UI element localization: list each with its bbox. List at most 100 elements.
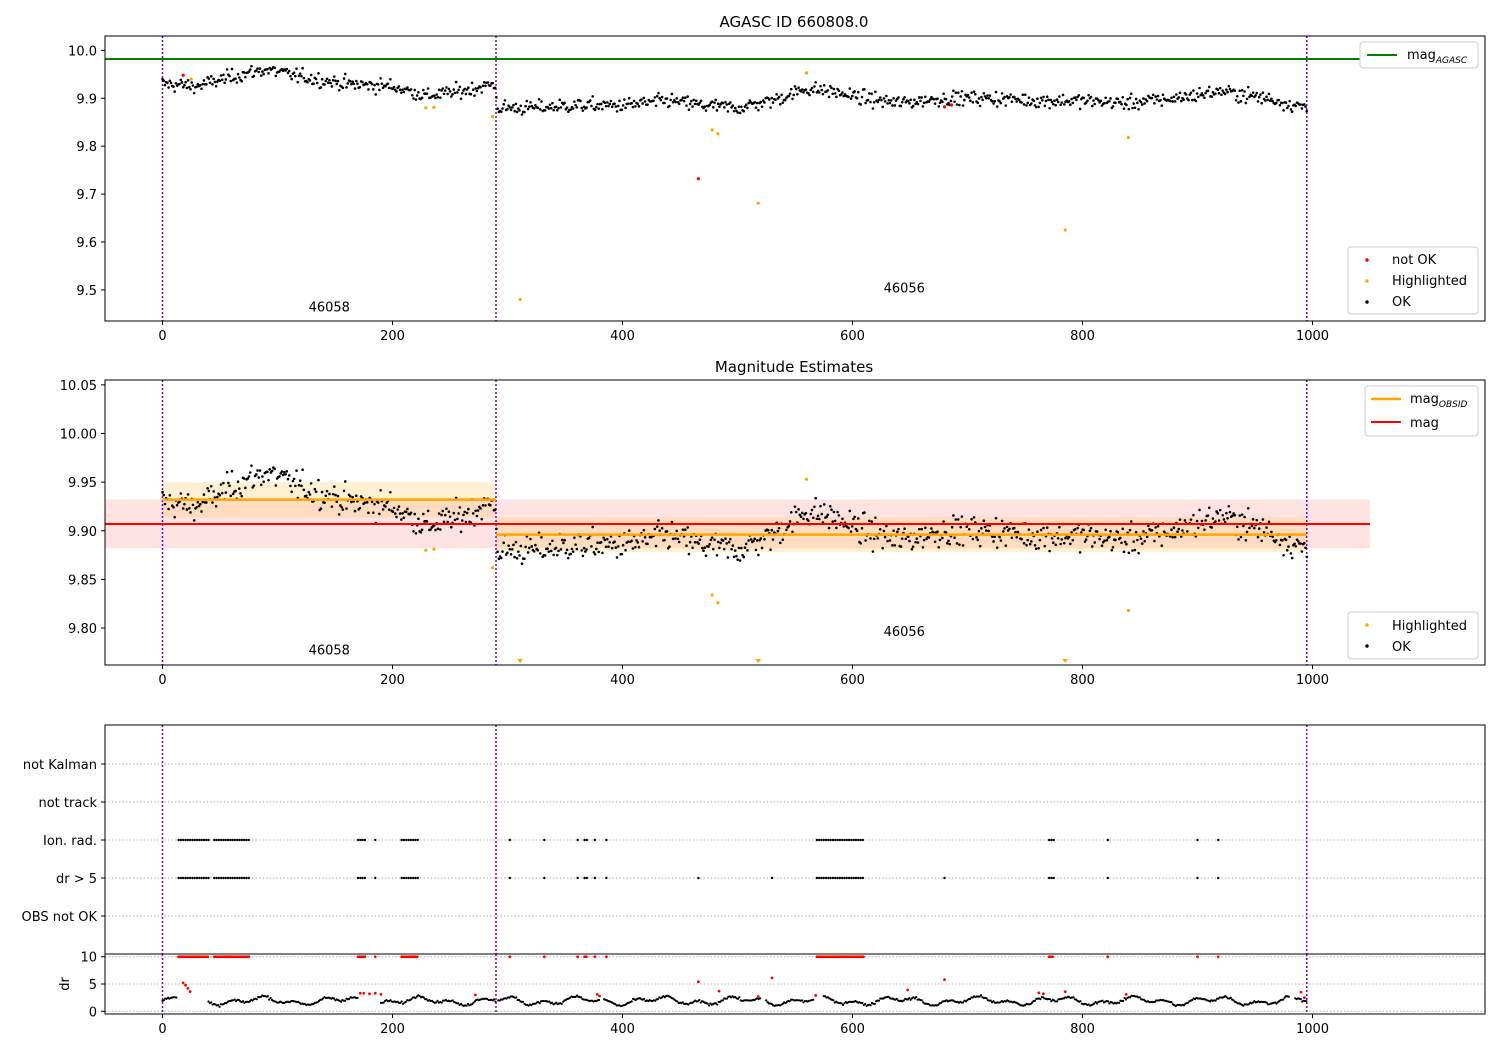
- ok-point: [615, 556, 619, 559]
- ok-point: [726, 556, 730, 559]
- ok-point: [1026, 538, 1029, 542]
- ok-point: [1058, 95, 1061, 98]
- dr-capped-point: [508, 955, 512, 959]
- dr-ok-point: [937, 1003, 940, 1006]
- ok-point: [699, 99, 703, 103]
- ok-point: [1025, 104, 1028, 107]
- ok-point: [653, 527, 657, 531]
- ok-point: [593, 552, 597, 556]
- ok-point: [244, 75, 247, 79]
- ok-point: [763, 537, 766, 541]
- ok-point: [329, 81, 332, 85]
- ok-point: [1070, 97, 1073, 101]
- flag-point: [245, 876, 248, 880]
- ok-point: [225, 470, 229, 474]
- flag-point: [605, 838, 608, 842]
- ok-point: [425, 520, 429, 523]
- ok-point: [496, 550, 499, 554]
- ok-point: [1289, 108, 1293, 111]
- ok-point: [1210, 526, 1214, 529]
- ok-point: [863, 511, 866, 514]
- ok-point: [401, 511, 404, 515]
- ok-point: [481, 504, 485, 507]
- dr-ok-point: [681, 1001, 684, 1004]
- ok-point: [1259, 93, 1262, 96]
- ok-point: [1177, 527, 1181, 531]
- ok-point: [876, 100, 880, 104]
- ok-point: [201, 82, 205, 86]
- ok-point: [538, 552, 542, 555]
- dr-ok-point: [494, 1000, 497, 1003]
- ok-point: [227, 481, 230, 485]
- dr-ok-point: [266, 995, 269, 998]
- ok-point: [1043, 544, 1047, 548]
- ok-point: [1226, 90, 1229, 94]
- ok-point: [1036, 530, 1039, 533]
- flag-point: [219, 838, 223, 842]
- category-label: OBS not OK: [22, 910, 98, 925]
- ok-point: [426, 509, 430, 513]
- flag-point: [1052, 876, 1055, 880]
- ok-point: [978, 544, 982, 548]
- ok-point: [324, 494, 328, 498]
- ok-point: [688, 540, 692, 544]
- ok-point: [242, 71, 246, 74]
- ok-point: [732, 109, 736, 113]
- ok-point: [462, 513, 465, 517]
- ok-point: [229, 79, 233, 83]
- flag-point: [854, 838, 858, 842]
- flag-point: [1217, 838, 1220, 842]
- ok-point: [540, 100, 543, 103]
- ok-point: [1129, 92, 1133, 96]
- not-ok-point: [181, 73, 185, 77]
- ok-point: [413, 88, 417, 92]
- ok-point: [1103, 539, 1106, 543]
- ok-point: [1056, 100, 1060, 104]
- dr-ok-point: [233, 998, 236, 1001]
- ok-point: [1078, 107, 1082, 111]
- ok-point: [698, 538, 702, 542]
- ok-point: [841, 517, 844, 521]
- ok-point: [657, 519, 660, 522]
- ok-point: [1270, 530, 1273, 534]
- ok-point: [380, 82, 384, 86]
- dr-not-ok-point: [1299, 990, 1303, 994]
- ok-point: [850, 525, 854, 528]
- ok-point: [495, 527, 498, 531]
- ok-point: [742, 555, 746, 559]
- ok-point: [1095, 530, 1099, 533]
- ok-point: [900, 537, 904, 540]
- ok-point: [265, 67, 269, 71]
- ok-point: [198, 83, 202, 87]
- ok-point: [683, 96, 687, 100]
- ok-point: [1126, 531, 1129, 535]
- ok-point: [814, 496, 817, 500]
- ok-point: [330, 85, 334, 88]
- dr-not-ok-point: [362, 991, 366, 995]
- ok-point: [993, 99, 997, 103]
- ok-point: [920, 527, 923, 531]
- dr-ok-point: [861, 1001, 864, 1005]
- ok-point: [1238, 89, 1242, 93]
- ok-point: [945, 541, 949, 545]
- ok-point: [350, 500, 353, 504]
- ok-point: [740, 105, 743, 109]
- ok-point: [906, 99, 910, 103]
- ok-point: [412, 97, 415, 100]
- ok-point: [309, 482, 313, 485]
- ok-point: [1008, 96, 1011, 99]
- dr-ok-point: [522, 1000, 525, 1003]
- ok-point: [537, 97, 541, 101]
- flag-point: [845, 876, 848, 880]
- ok-point: [883, 535, 887, 539]
- ok-point: [1032, 99, 1036, 103]
- ok-point: [924, 526, 927, 530]
- ok-point: [469, 92, 473, 96]
- flag-point: [215, 876, 218, 880]
- ok-point: [1232, 512, 1235, 515]
- ok-point: [770, 528, 774, 532]
- ok-point: [1270, 97, 1273, 101]
- ok-point: [1109, 97, 1112, 100]
- ok-point: [787, 94, 791, 98]
- ok-point: [333, 75, 336, 78]
